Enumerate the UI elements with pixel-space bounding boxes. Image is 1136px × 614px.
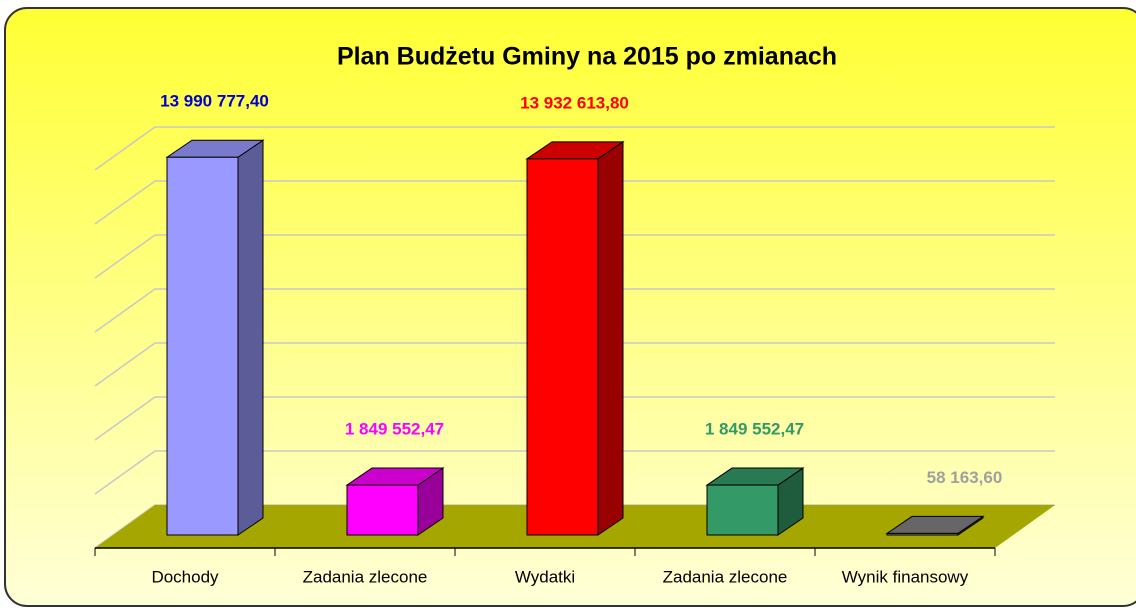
grid-line [94, 450, 1055, 495]
bar-side [237, 139, 264, 536]
bar [346, 484, 419, 536]
data-label: 1 849 552,47 [345, 420, 444, 439]
bar [526, 158, 599, 536]
x-tick-label: Wydatki [515, 567, 575, 586]
bar-side [597, 140, 624, 536]
data-label: 13 990 777,40 [160, 92, 269, 111]
bar [886, 532, 959, 536]
grid-line [94, 342, 1055, 387]
grid-line [94, 126, 1055, 171]
bar [706, 484, 779, 536]
grid-line [94, 234, 1055, 279]
data-label: 13 932 613,80 [520, 93, 629, 112]
grid-line [94, 288, 1055, 333]
data-label: 58 163,60 [927, 468, 1003, 487]
grid-line [94, 180, 1055, 225]
chart-title: Plan Budżetu Gminy na 2015 po zmianach [337, 43, 837, 71]
x-tick-label: Zadania zlecone [303, 567, 428, 586]
x-tick-label: Zadania zlecone [663, 567, 788, 586]
bar [166, 156, 239, 536]
data-label: 1 849 552,47 [705, 420, 804, 439]
x-tick-label: Wynik finansowy [842, 567, 969, 586]
grid-line [94, 396, 1055, 441]
x-tick-label: Dochody [151, 567, 219, 586]
